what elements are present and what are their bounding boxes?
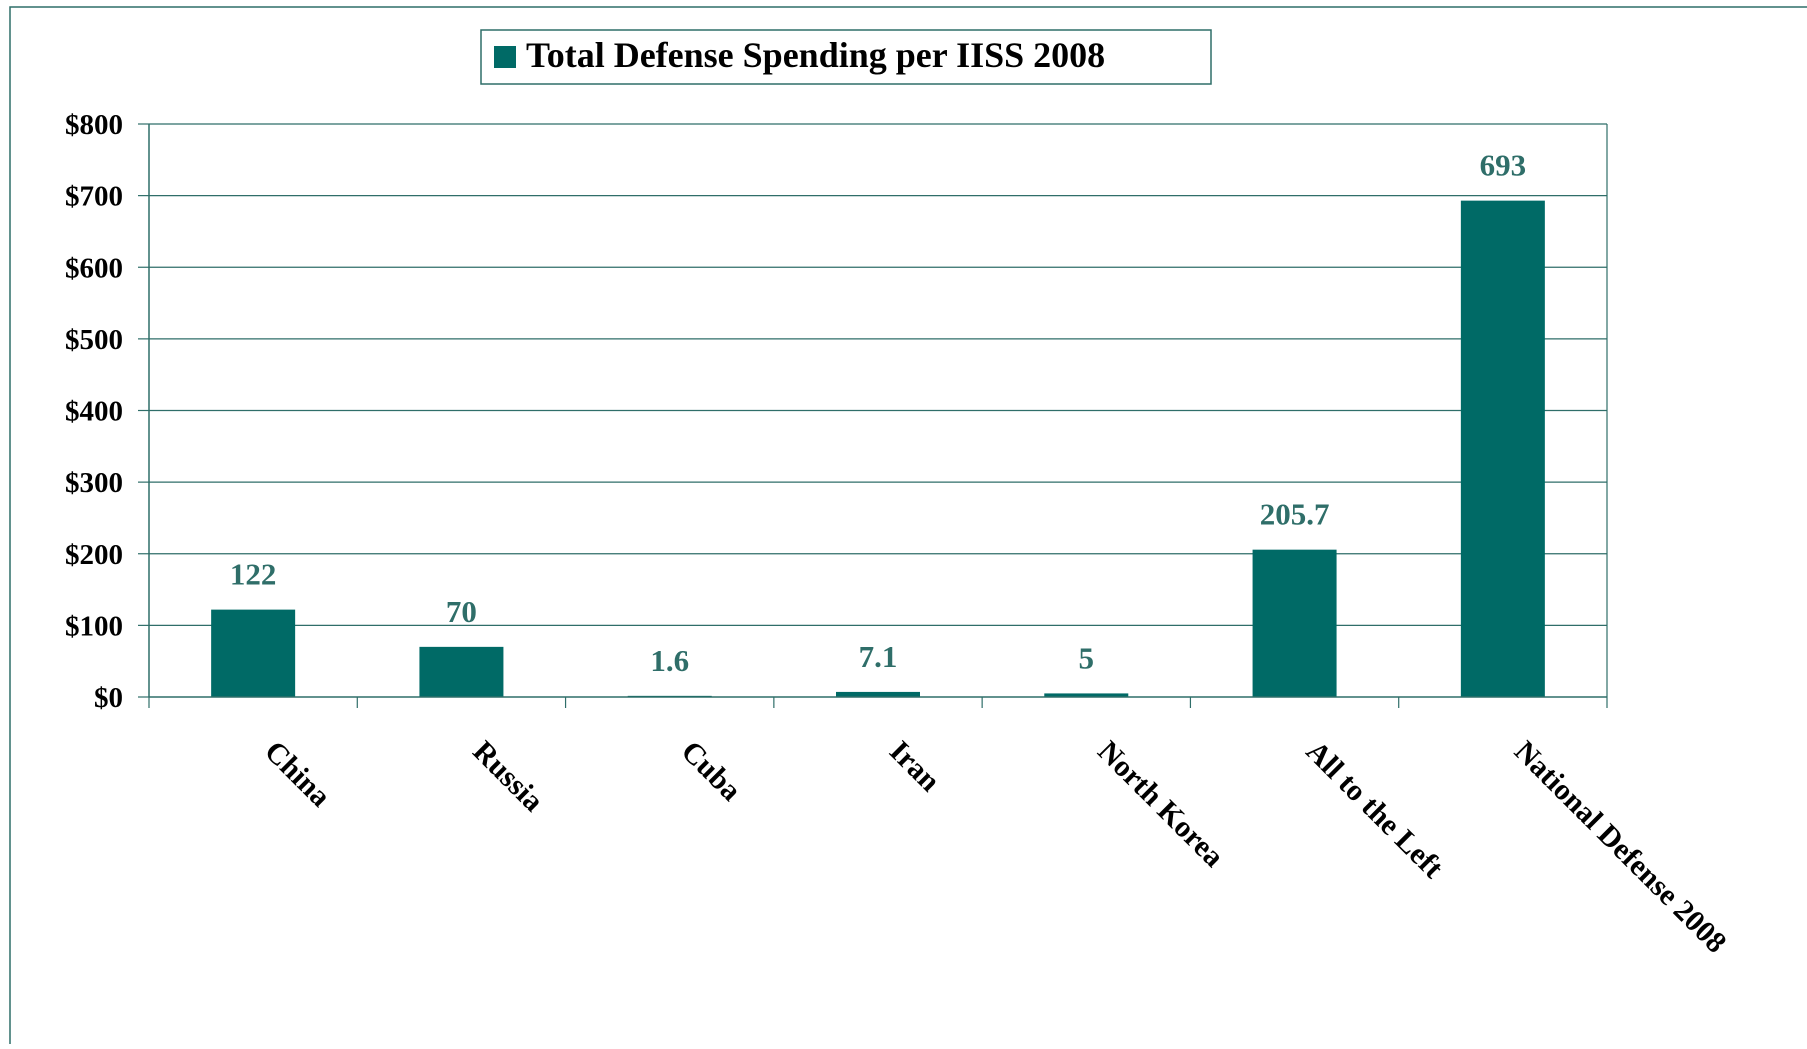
x-tick-label: National Defense 2008 xyxy=(1508,735,1733,960)
y-tick-label: $300 xyxy=(65,467,123,499)
bar xyxy=(419,646,504,697)
x-tick-label: All to the Left xyxy=(1300,735,1450,885)
data-label: 5 xyxy=(1079,640,1095,675)
legend-box xyxy=(480,29,1212,85)
x-tick-label: North Korea xyxy=(1091,735,1230,874)
legend-swatch xyxy=(494,46,516,68)
bar xyxy=(836,691,920,697)
data-label: 1.6 xyxy=(650,643,689,678)
data-label: 693 xyxy=(1480,148,1527,183)
x-tick-label: Cuba xyxy=(675,735,748,808)
y-tick-label: $400 xyxy=(65,396,123,428)
bar xyxy=(1460,200,1545,698)
bar xyxy=(1252,549,1337,697)
legend-label: Total Defense Spending per IISS 2008 xyxy=(526,35,1105,75)
y-tick-label: $0 xyxy=(94,682,123,714)
chart-area-border xyxy=(9,6,1807,1049)
y-tick-label: $700 xyxy=(65,181,123,213)
y-tick-label: $100 xyxy=(65,610,123,642)
x-tick-label: China xyxy=(258,735,337,814)
data-label: 205.7 xyxy=(1260,497,1330,532)
data-label: 122 xyxy=(230,557,277,592)
bar xyxy=(211,609,296,697)
data-label: 7.1 xyxy=(859,639,898,674)
x-tick-label: Russia xyxy=(466,735,549,818)
y-tick-label: $600 xyxy=(65,252,123,284)
y-tick-label: $500 xyxy=(65,324,123,356)
y-tick-label: $200 xyxy=(65,539,123,571)
x-tick-label: Iran xyxy=(883,735,947,799)
data-label: 70 xyxy=(446,594,477,629)
y-tick-label: $800 xyxy=(65,109,123,141)
bar xyxy=(1044,693,1129,697)
